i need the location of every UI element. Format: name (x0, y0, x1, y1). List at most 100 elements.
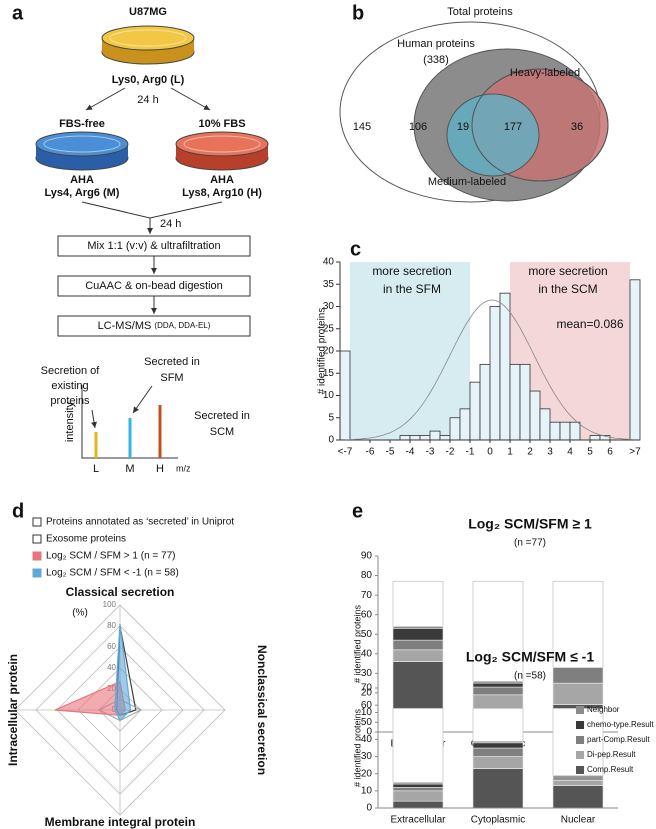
y-tick-label: 70 (361, 590, 373, 601)
bar-segment (392, 782, 444, 785)
chart-subtitle: (n =58) (514, 671, 546, 682)
bar (569, 421, 581, 441)
legend-swatch (32, 534, 42, 544)
legend-swatch (576, 706, 584, 714)
r-tick-label: 100 (103, 600, 117, 609)
bar (399, 435, 411, 441)
bar-segment (552, 776, 604, 780)
legend-swatch (576, 751, 584, 759)
chart-subtitle: (n =77) (514, 538, 546, 549)
r-tick-label: 60 (107, 642, 116, 651)
y-tick-label: 50 (361, 717, 373, 728)
annotation: Secreted in (194, 410, 250, 422)
y-tick-label: 80 (361, 570, 373, 581)
step-name: LC-MS/MS (98, 320, 152, 332)
annotation: more secretion (528, 264, 607, 278)
connector (81, 201, 223, 234)
legend-label: Log₂ SCM / SFM < -1 (n = 58) (46, 568, 179, 579)
step: LC-MS/MS (DDA, DDA-EL) (98, 320, 211, 332)
x-tick-label: -5 (386, 447, 395, 458)
legend-swatch (576, 766, 584, 774)
y-tick-label: 10 (361, 785, 373, 796)
label: Lys0, Arg0 (L) (112, 74, 185, 86)
annotation: existing (51, 380, 88, 392)
reagent: AHA (210, 174, 234, 186)
y-tick-label: 20 (323, 346, 335, 357)
x-tick-label: Extracellular (390, 815, 446, 826)
cell-line: U87MG (129, 6, 167, 18)
bar (539, 408, 551, 441)
x-tick-label: 5 (587, 447, 593, 458)
bar (409, 435, 421, 441)
chart-title: Log₂ SCM/SFM ≤ -1 (466, 649, 594, 665)
y-tick-label: 40 (361, 734, 373, 745)
x-tick-label: 3 (547, 447, 553, 458)
y-tick-label: 20 (361, 688, 373, 699)
label: Lys8, Arg10 (H) (182, 187, 262, 199)
label: Lys4, Arg6 (M) (45, 187, 120, 199)
bar-segment (392, 626, 444, 629)
y-tick-label: 30 (323, 301, 335, 312)
bar-segment (472, 768, 524, 809)
x-tick-label: -6 (366, 447, 375, 458)
chart-title: Log₂ SCM/SFM ≥ 1 (468, 516, 592, 532)
step-detail: (DDA, DDA-EL) (154, 321, 210, 330)
legend-label: Log₂ SCM / SFM > 1 (n = 77) (46, 551, 176, 562)
count: 36 (571, 121, 583, 133)
x-tick-label: Nuclear (561, 815, 596, 826)
y-tick-label: 0 (328, 435, 334, 446)
panel-label: c (350, 238, 361, 260)
y-tick-label: 25 (323, 323, 335, 334)
bar-segment (472, 747, 524, 757)
annotation: proteins (50, 395, 90, 407)
radar: 020406080100Classical secretionNonclassi… (6, 517, 269, 829)
y-tick-label: 60 (361, 700, 373, 711)
bar-segment (552, 775, 604, 778)
set-label: Medium-labeled (428, 176, 506, 188)
bar-segment (552, 778, 604, 781)
panel-label: a (12, 2, 24, 24)
set-count: (338) (423, 54, 449, 66)
legend-label: part-Comp.Result (587, 735, 650, 744)
axis-label: Classical secretion (66, 585, 175, 599)
y-axis-label: # identified proteins (352, 708, 362, 787)
venn-title: Total proteins (447, 6, 513, 18)
bar-segment (472, 742, 524, 749)
r-tick-label: 40 (107, 663, 116, 672)
x-tick-label: -2 (446, 447, 455, 458)
peak-label: H (156, 463, 164, 475)
bar (449, 417, 461, 441)
arrow (170, 87, 211, 111)
annotation: SCM (210, 426, 234, 438)
bar-segment (552, 780, 604, 786)
x-tick-label: 4 (567, 447, 573, 458)
bar-segment (392, 639, 444, 651)
axis-label: Nonclassical secretion (255, 645, 269, 775)
bar-segment (472, 694, 524, 709)
bar-segment (472, 686, 524, 696)
bar-segment (392, 787, 444, 792)
legend-label: chemo-type.Result (587, 720, 654, 729)
y-tick-label: 10 (323, 390, 335, 401)
histogram: 0 5 10 15 20 25 30 35 40 -6 -5 -4 -3 -2 -1 0 1 2 3 4 5 6 <-7 >7… (317, 257, 641, 458)
bar (499, 292, 511, 441)
bar (509, 363, 521, 441)
bar-segment (392, 628, 444, 641)
y-tick-label: 50 (361, 629, 373, 640)
spectrum-axes (81, 385, 178, 459)
x-tick-label: 2 (527, 447, 533, 458)
bar-segment (552, 785, 604, 809)
bar (549, 421, 561, 441)
time: 24 h (137, 94, 158, 106)
x-tick-label: -3 (426, 447, 435, 458)
y-tick-label: 0 (366, 727, 372, 738)
reagent: AHA (70, 174, 94, 186)
bar-segment (472, 740, 524, 744)
venn: Total proteins Human proteins (338) Heav… (339, 6, 609, 203)
legend-label: Neighbor (587, 705, 620, 714)
bar-segment (472, 682, 524, 688)
x-tick-label: Cytoplasmic (471, 815, 525, 826)
annotation: Secretion of (41, 365, 101, 377)
peak-label: M (125, 463, 134, 475)
y-tick-label: 0 (366, 803, 372, 814)
